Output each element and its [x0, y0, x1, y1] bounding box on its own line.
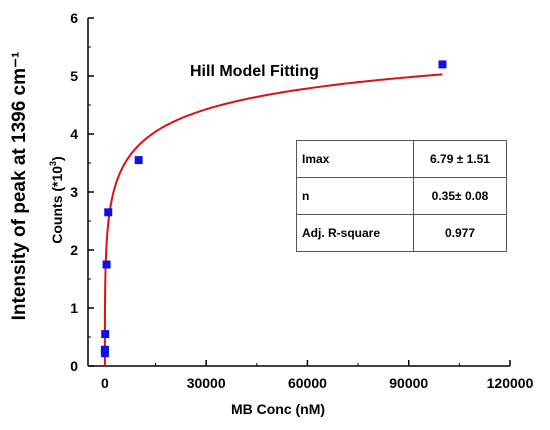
- fit-parameters-table: Imax 6.79 ± 1.51 n 0.35± 0.08 Adj. R-squ…: [296, 140, 507, 252]
- y-axis-title-inner-text: Counts (*10: [49, 166, 65, 244]
- y-tick-label: 2: [70, 242, 78, 258]
- y-axis-title-inner-close: ): [49, 156, 65, 161]
- x-axis-title: MB Conc (nM): [231, 401, 325, 417]
- param-value-n: 0.35± 0.08: [413, 177, 507, 215]
- table-row: Imax 6.79 ± 1.51: [296, 140, 507, 178]
- y-tick-label: 0: [70, 358, 78, 374]
- x-tick-label: 120000: [487, 375, 534, 391]
- param-name-r-square: Adj. R-square: [296, 214, 414, 252]
- y-tick-label: 6: [70, 10, 78, 26]
- axes: 0 30000 60000 90000 120000 0 1 2 3 4 5 6: [70, 10, 533, 391]
- data-point: [101, 330, 110, 339]
- param-value-r-square: 0.977: [413, 214, 507, 252]
- x-tick-label: 0: [101, 375, 109, 391]
- y-tick-label: 1: [70, 300, 78, 316]
- param-value-imax: 6.79 ± 1.51: [413, 140, 507, 178]
- chart-title: Hill Model Fitting: [190, 63, 319, 80]
- x-tick-label: 30000: [187, 375, 226, 391]
- y-tick-label: 5: [70, 68, 78, 84]
- y-axis-title-inner: Counts (*103): [48, 156, 65, 243]
- y-tick-label: 3: [70, 184, 78, 200]
- data-point: [104, 208, 113, 217]
- param-name-imax: Imax: [296, 140, 414, 178]
- hill-fit-curve: [103, 73, 443, 366]
- y-axis-title-outer: Intensity of peak at 1396 cm⁻¹: [9, 52, 30, 321]
- param-name-n: n: [296, 177, 414, 215]
- x-tick-label: 90000: [389, 375, 428, 391]
- table-row: n 0.35± 0.08: [296, 177, 507, 215]
- data-points-layer: [100, 60, 447, 358]
- y-axis-title-inner-exponent: 3: [48, 161, 58, 166]
- data-point: [438, 60, 447, 69]
- fit-curve-layer: [103, 73, 443, 366]
- y-tick-label: 4: [70, 126, 78, 142]
- data-point: [134, 156, 143, 165]
- table-row: Adj. R-square 0.977: [296, 214, 507, 252]
- data-point: [100, 345, 109, 354]
- data-point: [102, 260, 111, 269]
- x-tick-label: 60000: [288, 375, 327, 391]
